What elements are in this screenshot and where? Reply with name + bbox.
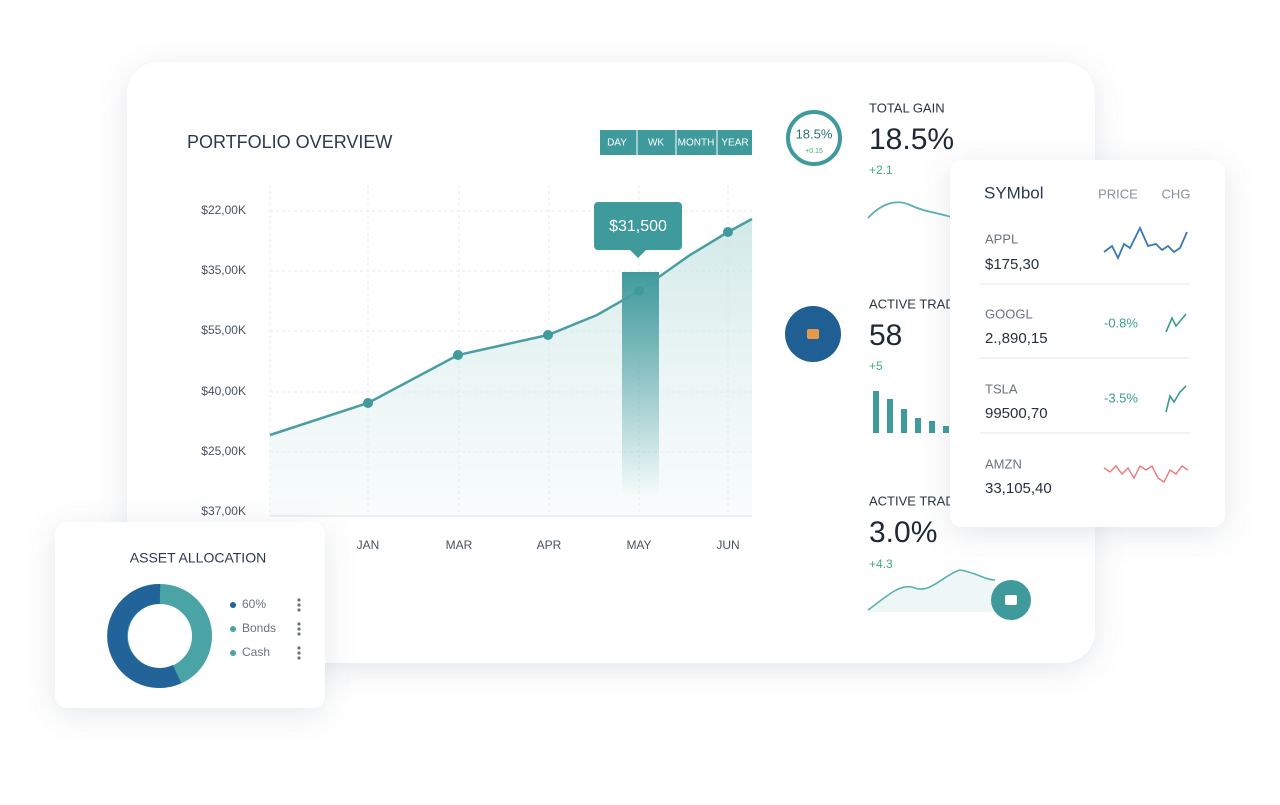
tooltip-tip [630,250,646,258]
stat-change: +5 [869,359,883,373]
point[interactable] [634,286,644,296]
point[interactable] [543,330,553,340]
stat-label: ACTIVE TRADE [869,296,964,311]
y-label: $55,00K [201,323,246,337]
y-label: $37,00K [201,504,246,518]
mini-bar [901,409,907,433]
legend-label: Bonds [242,621,276,635]
legend-label: Cash [242,645,270,659]
ring-sub: +0.15 [805,148,823,155]
line [269,217,753,437]
mini-bar [873,391,879,433]
stat-value: 18.5% [869,123,954,156]
chart-title: PORTFOLIO OVERVIEW [187,132,392,152]
symbol: TSLA [985,381,1018,396]
legend-dot [230,626,236,632]
sparkline [867,569,996,611]
y-label: $40,00K [201,384,246,398]
ring [786,110,842,166]
stat-label: ACTIVE TRADE [869,493,964,508]
x-label: MAR [446,538,473,552]
sparkline [1103,464,1189,484]
price: 2.,890,15 [985,330,1048,347]
x-label: MAY [626,538,651,552]
legend-dot [230,650,236,656]
tooltip [594,202,682,250]
range-button[interactable]: DAY [607,138,627,149]
x-label: APR [537,538,562,552]
icon [1005,595,1017,605]
x-label: JAN [357,538,380,552]
sparkline [1165,385,1187,413]
range-button[interactable]: MONTH [678,138,715,149]
mini-bars [873,391,949,433]
points [363,227,733,408]
sparkline [1165,313,1187,333]
mini-bar [887,399,893,433]
y-label: $25,00K [201,444,246,458]
symbol: GOOGL [985,306,1033,321]
sparkline [1103,225,1188,261]
symbol: AMZN [985,456,1022,471]
highlight [622,272,659,496]
change: -3.5% [1104,390,1138,405]
point[interactable] [723,227,733,237]
legend-dot [230,602,236,608]
mini-bar [943,426,949,433]
stat-change: +4.3 [869,557,893,571]
symbol-card [950,160,1225,527]
range-buttons: DAY WK MONTH YEAR [600,130,752,155]
icon [807,329,819,339]
y-labels: $22,00K $35,00K $55,00K $40,00K $25,00K … [201,203,246,518]
header: SYMbol [984,183,1044,202]
ring-value: 18.5% [796,126,833,141]
spark-area [868,570,995,612]
point[interactable] [363,398,373,408]
mini-bar [915,418,921,433]
sparkline [867,201,956,219]
stat-value: 3.0% [869,516,937,549]
mini-bar [929,421,935,433]
point[interactable] [453,350,463,360]
stat-change: +2.1 [869,163,893,177]
x-labels: JAN MAR APR MAY JUN [357,538,740,552]
header: PRICE [1098,186,1138,201]
change: -0.8% [1104,315,1138,330]
price: 99500,70 [985,405,1048,422]
menus [297,598,301,660]
x-label: JUN [716,538,739,552]
range-button[interactable]: YEAR [721,138,748,149]
stat-label: TOTAL GAIN [869,100,945,115]
allocation-title: ASSET ALLOCATION [130,550,266,566]
price: 33,105,40 [985,480,1052,497]
y-label: $35,00K [201,263,246,277]
legend-label: 60% [242,597,266,611]
price: $175,30 [985,256,1039,273]
range-button[interactable]: WK [648,138,664,149]
symbol: APPL [985,231,1018,246]
tooltip-text: $31,500 [609,218,667,235]
stat-value: 58 [869,319,902,352]
y-label: $22,00K [201,203,246,217]
donut-segment [107,583,182,688]
header: CHG [1162,186,1191,201]
